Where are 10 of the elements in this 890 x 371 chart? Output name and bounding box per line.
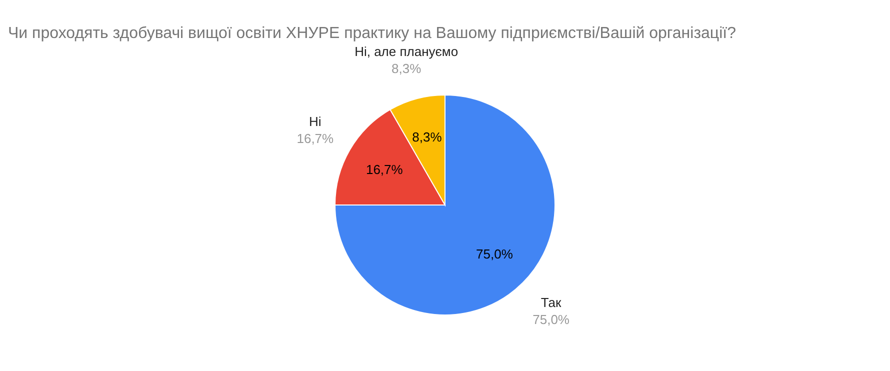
text: 75,0% (532, 312, 570, 328)
data-label: 75,0% (476, 246, 514, 262)
slice-label: Ні (309, 114, 322, 129)
data-label: 8,3% (412, 129, 442, 144)
slice-label: Ні, але плануємо (354, 44, 458, 60)
chart-title: Чи проходять здобувачі вищої освіти ХНУРЕ практику на Вашому підприємстві/Вашій організації? (8, 25, 736, 42)
text: 16,7% (296, 130, 334, 146)
slice-label: Так (540, 295, 562, 310)
data-label: 16,7% (366, 162, 404, 177)
text: 8,3% (392, 61, 422, 76)
